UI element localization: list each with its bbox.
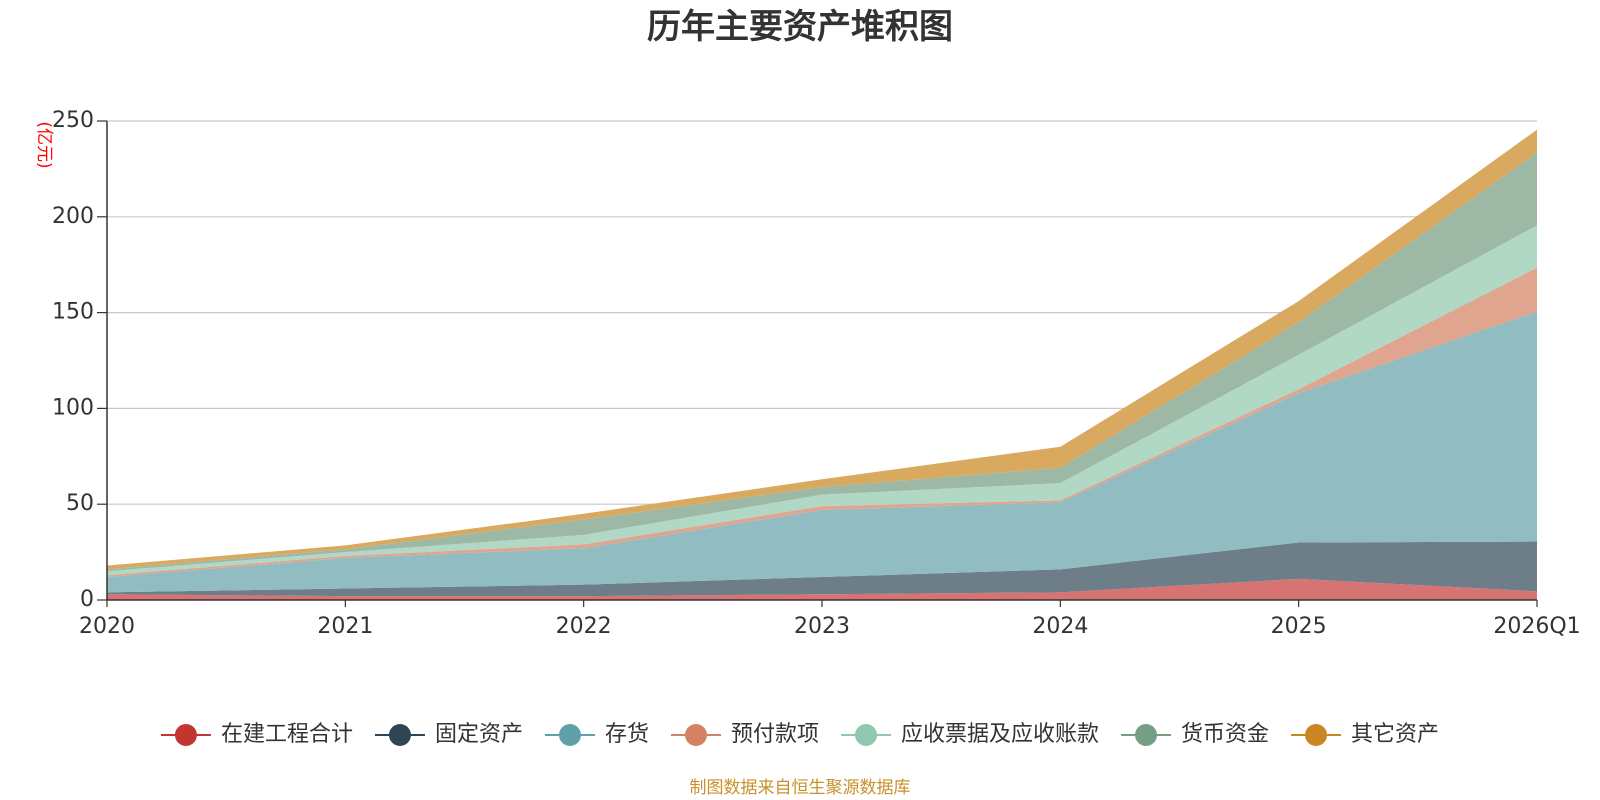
legend-item-在建工程合计[interactable]: 在建工程合计: [160, 722, 353, 747]
axes: 0 50 100 150 200 250 2020 2021 2022 2023 2024 2025 2…: [52, 108, 1581, 639]
legend-label: 在建工程合计: [221, 722, 353, 747]
x-tick-label: 2020: [79, 614, 135, 639]
y-tick-label: 100: [52, 395, 94, 420]
legend-item-其它资产[interactable]: 其它资产: [1291, 722, 1439, 747]
chart-title: 历年主要资产堆积图: [647, 7, 953, 47]
y-axis-unit-label: (亿元): [34, 121, 54, 168]
source-note: 制图数据来自恒生聚源数据库: [690, 778, 911, 798]
legend-label: 其它资产: [1351, 722, 1439, 747]
area-series-固定资产: [107, 541, 1537, 597]
area-series-货币资金: [107, 152, 1537, 572]
legend-label: 固定资产: [435, 722, 523, 747]
y-tick-label: 250: [52, 108, 94, 133]
area-series-应收票据及应收账款: [107, 225, 1537, 576]
legend-marker: [684, 724, 707, 746]
x-tick-label: 2025: [1271, 614, 1327, 639]
y-tick-label: 0: [80, 587, 94, 612]
y-tick-label: 50: [66, 491, 94, 516]
x-tick-label: 2022: [556, 614, 612, 639]
legend-label: 应收票据及应收账款: [901, 722, 1099, 747]
x-tick-label: 2023: [794, 614, 850, 639]
x-tick-label: 2021: [317, 614, 373, 639]
legend-marker: [388, 724, 411, 746]
x-tick-label: 2026Q1: [1493, 614, 1580, 639]
legend-marker: [174, 724, 197, 746]
area-series-在建工程合计: [107, 578, 1537, 600]
x-tick-label: 2024: [1032, 614, 1088, 639]
legend-item-预付款项[interactable]: 预付款项: [670, 722, 819, 747]
area-series: [107, 129, 1537, 600]
legend-label: 存货: [605, 722, 649, 747]
legend-item-存货[interactable]: 存货: [544, 722, 649, 747]
legend-label: 货币资金: [1181, 722, 1269, 747]
legend-marker: [558, 724, 581, 746]
y-tick-label: 200: [52, 204, 94, 229]
legend-item-应收票据及应收账款[interactable]: 应收票据及应收账款: [841, 722, 1099, 747]
area-series-其它资产: [107, 129, 1537, 570]
y-tick-label: 150: [52, 300, 94, 325]
legend-item-货币资金[interactable]: 货币资金: [1121, 722, 1269, 747]
legend-item-固定资产[interactable]: 固定资产: [374, 722, 523, 747]
area-series-存货: [107, 311, 1537, 593]
legend-label: 预付款项: [731, 722, 819, 747]
legend-marker: [1135, 724, 1158, 746]
legend: 在建工程合计 固定资产 存货 预付款项 应收票据及应收账款 货币资金 其它资产: [160, 722, 1439, 747]
legend-marker: [1305, 724, 1328, 746]
legend-marker: [855, 724, 878, 746]
